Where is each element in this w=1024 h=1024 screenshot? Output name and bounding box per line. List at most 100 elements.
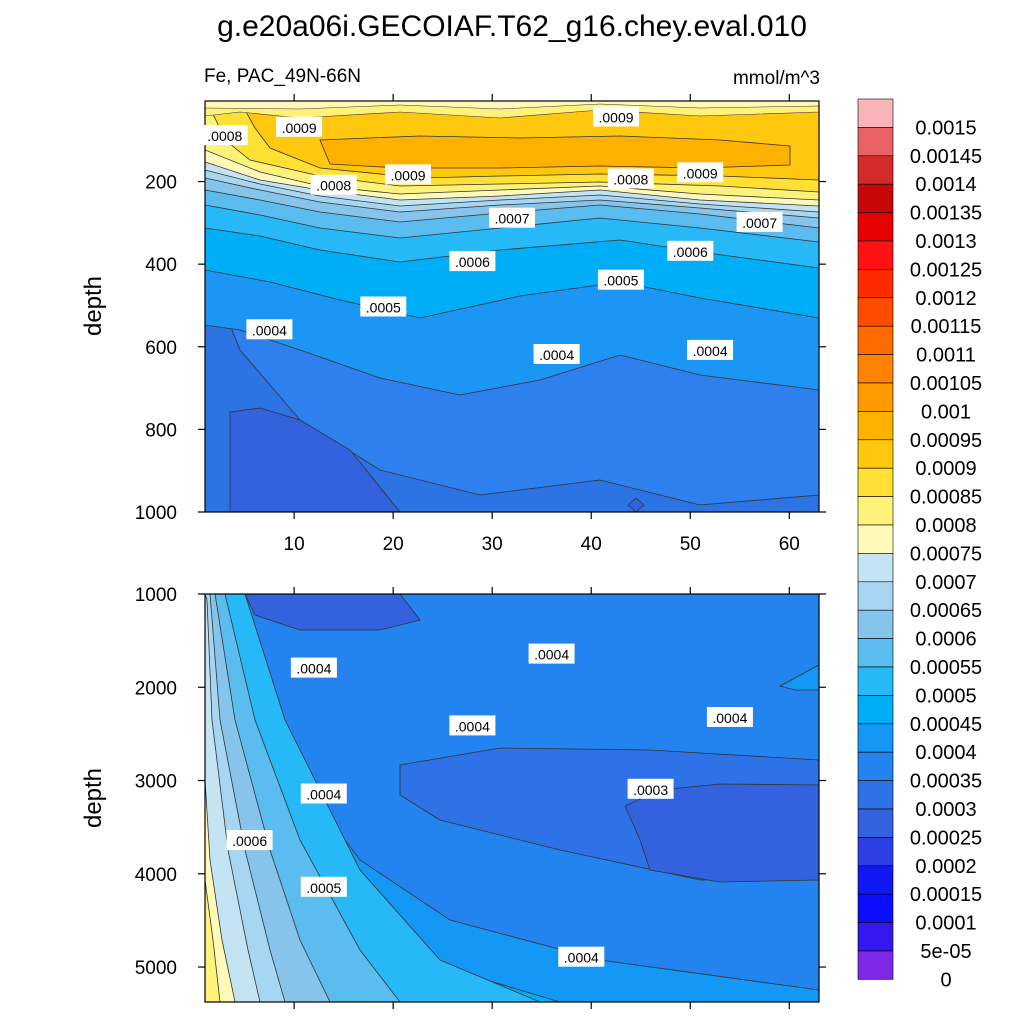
- contour-label-text: .0009: [390, 167, 425, 183]
- contour-label: .0006: [226, 830, 273, 851]
- colorbar-label: 0.0015: [915, 117, 976, 139]
- colorbar-label: 0.0008: [915, 515, 976, 537]
- contour-label: .0006: [449, 251, 496, 272]
- y-tick-label: 600: [145, 338, 177, 359]
- colorbar-swatch: [857, 666, 894, 696]
- contour-label-text: .0005: [366, 300, 401, 316]
- colorbar-label: 0.0005: [915, 685, 976, 707]
- contour-label: .0008: [310, 174, 357, 195]
- colorbar-label: 0.00145: [910, 146, 982, 168]
- colorbar-label: 0.00115: [911, 316, 982, 338]
- contour-label: .0007: [736, 211, 783, 232]
- y-tick-label: 200: [145, 173, 177, 194]
- contour-label-text: .0003: [633, 782, 668, 798]
- contour-label-text: .0006: [455, 254, 490, 270]
- y-tick-label: 400: [145, 255, 177, 276]
- colorbar-label: 0.0012: [915, 288, 976, 310]
- contour-label-text: .0008: [613, 172, 648, 188]
- colorbar-label: 0.00135: [910, 203, 982, 225]
- contour-label-text: .0006: [232, 833, 267, 849]
- colorbar-swatch: [857, 837, 894, 867]
- variable-region-label: Fe, PAC_49N-66N: [204, 66, 361, 87]
- colorbar-swatch: [857, 439, 894, 469]
- colorbar-swatch: [857, 297, 894, 327]
- contour-label: .0009: [593, 106, 639, 127]
- contour-label: .0008: [607, 168, 654, 189]
- contour-label: .0003: [627, 778, 674, 799]
- colorbar-swatch: [857, 212, 894, 242]
- contour-label-text: .0009: [683, 165, 718, 181]
- colorbar-swatch: [857, 382, 894, 412]
- colorbar-label: 0.00125: [910, 259, 982, 281]
- colorbar-label: 0.001: [921, 401, 971, 423]
- colorbar-label: 0.00055: [910, 657, 982, 679]
- x-tick-label: 10: [284, 534, 305, 555]
- colorbar-swatch: [857, 780, 894, 810]
- colorbar-swatch: [857, 411, 894, 441]
- colorbar-label: 0.0006: [915, 629, 976, 651]
- contour-label: .0009: [276, 116, 323, 137]
- contour-label: .0004: [533, 344, 580, 364]
- lower-plot-frame: [204, 593, 820, 1003]
- y-tick-label: 4000: [135, 865, 177, 886]
- colorbar-label: 0.00075: [910, 543, 982, 565]
- contour-label-text: .0004: [296, 661, 331, 677]
- contour-label-text: .0004: [693, 343, 728, 359]
- contour-label: .0004: [290, 657, 337, 678]
- lower-y-axis-label: depth: [80, 768, 107, 828]
- units-label: mmol/m^3: [733, 68, 820, 89]
- contour-label-text: .0004: [539, 347, 574, 363]
- x-tick-label: 60: [779, 534, 800, 555]
- contour-label-text: .0007: [742, 215, 777, 231]
- colorbar-label: 0.00035: [910, 771, 982, 793]
- contour-label-text: .0004: [712, 710, 747, 726]
- colorbar-swatch: [857, 638, 894, 668]
- y-tick-label: 800: [145, 420, 177, 441]
- colorbar-swatch: [857, 467, 894, 497]
- contour-label-text: .0009: [282, 120, 317, 136]
- colorbar-label: 0.0014: [915, 174, 976, 196]
- colorbar-label: 0.00025: [910, 827, 982, 849]
- x-tick-label: 50: [680, 534, 701, 555]
- colorbar: 0.0015 0.00145 0.0014 0.00135 0.0013 0.00125 0…: [857, 98, 982, 991]
- upper-contour-fill: [205, 101, 819, 512]
- contour-label: .0004: [300, 783, 347, 804]
- contour-label-text: .0008: [207, 128, 242, 144]
- contour-label-text: .0004: [455, 718, 490, 734]
- colorbar-swatch: [857, 98, 894, 128]
- colorbar-swatch: [857, 269, 894, 299]
- colorbar-label: 0.0013: [915, 231, 976, 253]
- x-tick-label: 30: [482, 534, 503, 555]
- contour-label: .0005: [597, 269, 644, 290]
- contour-label: .0005: [300, 876, 347, 897]
- colorbar-swatch: [857, 240, 894, 270]
- contour-label: .0006: [667, 240, 714, 261]
- colorbar-label: 0: [940, 969, 951, 991]
- contour-label: .0008: [201, 125, 248, 146]
- contour-labels-layer: .0008 .0009 .0009 .0009 .0008 .0008 .0009 .0007…: [201, 106, 783, 967]
- colorbar-label: 0.00085: [910, 487, 982, 509]
- colorbar-swatch: [857, 751, 894, 781]
- colorbar-swatch: [857, 865, 894, 895]
- colorbar-swatch: [857, 695, 894, 725]
- colorbar-swatch: [857, 127, 894, 157]
- colorbar-swatch: [857, 325, 894, 355]
- colorbar-swatch: [857, 553, 894, 583]
- contour-label: .0004: [558, 946, 605, 967]
- colorbar-swatch: [857, 950, 894, 980]
- contour-label-text: .0009: [598, 110, 633, 126]
- colorbar-label: 0.0007: [915, 572, 976, 594]
- colorbar-swatch: [857, 922, 894, 952]
- y-tick-label: 3000: [135, 772, 177, 793]
- contour-label: .0007: [489, 207, 535, 228]
- x-tick-label: 40: [581, 534, 602, 555]
- contour-label: .0005: [360, 296, 407, 317]
- upper-y-axis-label: depth: [80, 276, 107, 336]
- contour-label-text: .0005: [306, 880, 341, 896]
- colorbar-label: 0.00105: [910, 373, 982, 395]
- colorbar-label: 0.0003: [915, 799, 976, 821]
- x-tick-label: 20: [383, 534, 404, 555]
- colorbar-swatch: [857, 524, 894, 554]
- colorbar-swatch: [857, 354, 894, 384]
